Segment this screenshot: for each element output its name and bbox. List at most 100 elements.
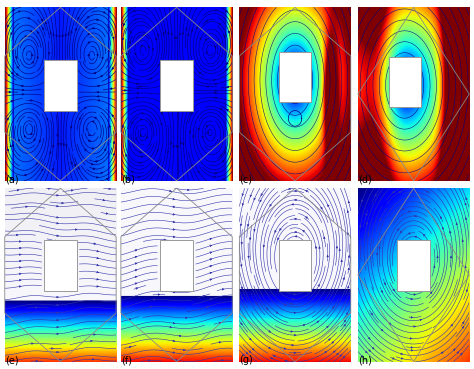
FancyArrowPatch shape xyxy=(50,152,51,154)
Text: (h): (h) xyxy=(358,355,372,365)
FancyArrowPatch shape xyxy=(135,276,137,278)
FancyArrowPatch shape xyxy=(449,231,451,233)
FancyArrowPatch shape xyxy=(100,75,102,77)
FancyArrowPatch shape xyxy=(93,27,95,29)
FancyArrowPatch shape xyxy=(414,294,416,296)
FancyArrowPatch shape xyxy=(26,206,27,207)
FancyArrowPatch shape xyxy=(462,327,464,328)
FancyArrowPatch shape xyxy=(122,38,124,40)
FancyArrowPatch shape xyxy=(246,352,248,354)
FancyArrowPatch shape xyxy=(57,304,58,306)
FancyArrowPatch shape xyxy=(372,252,374,254)
FancyArrowPatch shape xyxy=(91,340,92,342)
FancyArrowPatch shape xyxy=(344,320,346,322)
FancyArrowPatch shape xyxy=(365,351,367,353)
Bar xyxy=(279,52,311,102)
FancyArrowPatch shape xyxy=(192,136,194,137)
FancyArrowPatch shape xyxy=(327,255,328,257)
FancyArrowPatch shape xyxy=(134,10,136,11)
FancyArrowPatch shape xyxy=(128,76,130,77)
FancyArrowPatch shape xyxy=(317,321,319,323)
FancyArrowPatch shape xyxy=(97,279,99,280)
FancyArrowPatch shape xyxy=(210,279,212,280)
FancyArrowPatch shape xyxy=(42,19,43,21)
FancyArrowPatch shape xyxy=(398,229,399,231)
FancyArrowPatch shape xyxy=(97,54,99,56)
FancyArrowPatch shape xyxy=(433,266,435,268)
FancyArrowPatch shape xyxy=(92,121,94,122)
FancyArrowPatch shape xyxy=(200,38,201,39)
FancyArrowPatch shape xyxy=(328,205,329,207)
FancyArrowPatch shape xyxy=(227,63,228,64)
Bar xyxy=(397,240,430,290)
FancyArrowPatch shape xyxy=(224,151,226,153)
FancyArrowPatch shape xyxy=(343,277,345,279)
FancyArrowPatch shape xyxy=(179,33,181,35)
FancyArrowPatch shape xyxy=(249,338,251,340)
FancyArrowPatch shape xyxy=(260,200,262,202)
FancyArrowPatch shape xyxy=(97,176,98,178)
FancyArrowPatch shape xyxy=(57,312,58,314)
FancyArrowPatch shape xyxy=(173,340,175,342)
FancyArrowPatch shape xyxy=(139,152,141,154)
FancyArrowPatch shape xyxy=(430,292,432,294)
FancyArrowPatch shape xyxy=(249,351,251,352)
FancyArrowPatch shape xyxy=(460,354,462,355)
FancyArrowPatch shape xyxy=(32,61,34,63)
FancyArrowPatch shape xyxy=(360,247,361,249)
FancyArrowPatch shape xyxy=(135,256,137,258)
FancyArrowPatch shape xyxy=(214,90,216,92)
FancyArrowPatch shape xyxy=(291,303,292,305)
FancyArrowPatch shape xyxy=(88,42,90,44)
FancyArrowPatch shape xyxy=(39,140,41,142)
FancyArrowPatch shape xyxy=(129,42,131,44)
FancyArrowPatch shape xyxy=(420,319,422,321)
FancyArrowPatch shape xyxy=(11,100,13,102)
FancyArrowPatch shape xyxy=(15,56,17,58)
FancyArrowPatch shape xyxy=(294,352,296,354)
FancyArrowPatch shape xyxy=(292,299,294,300)
FancyArrowPatch shape xyxy=(97,257,99,259)
FancyArrowPatch shape xyxy=(210,245,212,246)
FancyArrowPatch shape xyxy=(217,144,219,145)
FancyArrowPatch shape xyxy=(158,294,160,295)
FancyArrowPatch shape xyxy=(32,343,33,344)
FancyArrowPatch shape xyxy=(220,154,222,156)
FancyArrowPatch shape xyxy=(152,48,154,50)
FancyArrowPatch shape xyxy=(164,239,165,241)
FancyArrowPatch shape xyxy=(291,289,293,290)
FancyArrowPatch shape xyxy=(248,256,249,258)
FancyArrowPatch shape xyxy=(146,137,148,138)
FancyArrowPatch shape xyxy=(46,118,48,120)
FancyArrowPatch shape xyxy=(75,28,77,30)
FancyArrowPatch shape xyxy=(45,22,47,24)
FancyArrowPatch shape xyxy=(161,112,162,114)
FancyArrowPatch shape xyxy=(137,83,138,85)
FancyArrowPatch shape xyxy=(7,149,9,151)
FancyArrowPatch shape xyxy=(57,320,58,321)
FancyArrowPatch shape xyxy=(392,358,394,359)
FancyArrowPatch shape xyxy=(48,52,50,54)
FancyArrowPatch shape xyxy=(191,113,193,115)
FancyArrowPatch shape xyxy=(143,34,145,36)
FancyArrowPatch shape xyxy=(60,144,62,145)
FancyArrowPatch shape xyxy=(109,11,111,13)
FancyArrowPatch shape xyxy=(53,34,55,35)
FancyArrowPatch shape xyxy=(291,331,292,332)
FancyArrowPatch shape xyxy=(22,93,24,95)
FancyArrowPatch shape xyxy=(240,323,242,325)
FancyArrowPatch shape xyxy=(97,92,99,93)
FancyArrowPatch shape xyxy=(110,58,111,59)
FancyArrowPatch shape xyxy=(71,31,72,32)
FancyArrowPatch shape xyxy=(325,352,327,353)
FancyArrowPatch shape xyxy=(207,86,209,87)
FancyArrowPatch shape xyxy=(42,169,44,171)
FancyArrowPatch shape xyxy=(19,267,21,268)
FancyArrowPatch shape xyxy=(84,107,86,108)
FancyArrowPatch shape xyxy=(462,240,464,242)
FancyArrowPatch shape xyxy=(203,295,205,297)
FancyArrowPatch shape xyxy=(126,155,127,156)
FancyArrowPatch shape xyxy=(173,206,175,208)
FancyArrowPatch shape xyxy=(380,219,382,221)
FancyArrowPatch shape xyxy=(466,198,467,200)
